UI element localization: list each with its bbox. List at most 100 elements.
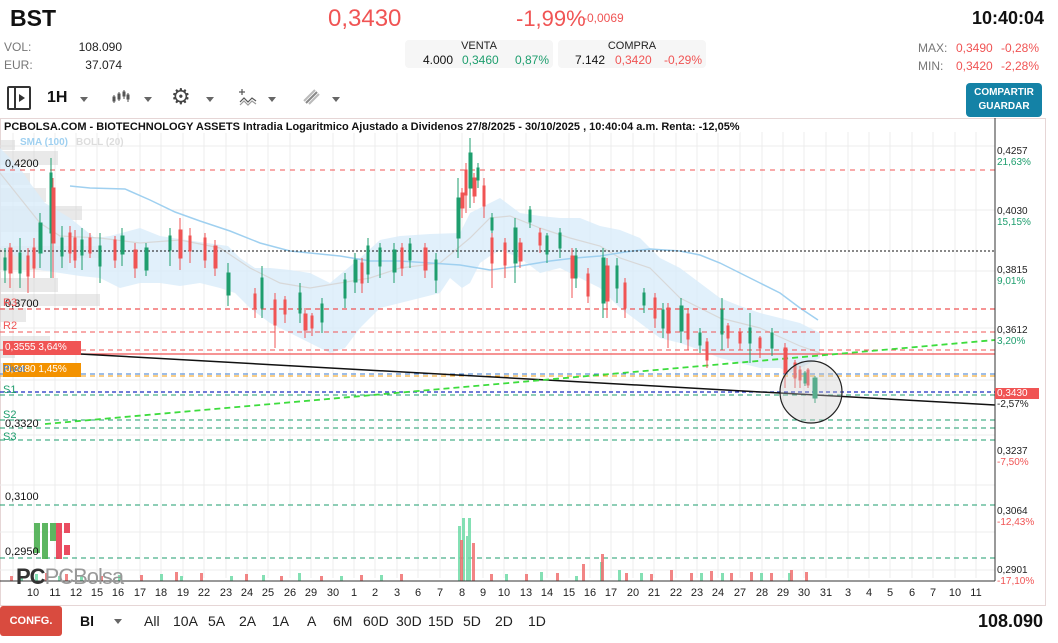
legend-boll[interactable]: BOLL (20) [76, 137, 124, 148]
x-label: 15 [90, 587, 104, 599]
s3-label: S3 [3, 431, 17, 443]
min-value: 0,3420 [956, 59, 993, 73]
chart-canvas[interactable] [0, 118, 1046, 606]
pcbolsa-logo [34, 523, 70, 559]
x-label: 2 [371, 587, 379, 599]
x-label: 11 [970, 587, 982, 599]
x-label: 3 [844, 587, 852, 599]
candles-icon[interactable] [112, 89, 130, 105]
x-label: 10 [948, 587, 962, 599]
range-60d[interactable]: 60D [363, 613, 389, 629]
x-label: 25 [261, 587, 275, 599]
range-10a[interactable]: 10A [173, 613, 198, 629]
x-label: 9 [479, 587, 487, 599]
x-label: 27 [733, 587, 747, 599]
x-label: 16 [583, 587, 597, 599]
chevron-down-icon[interactable] [206, 97, 214, 102]
range-all[interactable]: All [144, 613, 160, 629]
y-tick-0: 0,4257 21,63% [997, 146, 1031, 168]
range-2a[interactable]: 2A [239, 613, 257, 629]
chevron-down-icon[interactable] [332, 97, 340, 102]
pencil-icon[interactable] [302, 88, 322, 106]
interval-select[interactable]: 1H [47, 89, 68, 106]
x-label: 4 [865, 587, 873, 599]
s1-label: S1 [3, 384, 17, 396]
x-label: 21 [647, 587, 661, 599]
x-label: 18 [154, 587, 168, 599]
chevron-down-icon[interactable] [114, 619, 122, 624]
x-label: 10 [497, 587, 511, 599]
range-15d[interactable]: 15D [428, 613, 454, 629]
footer-volume: 108.090 [978, 611, 1044, 631]
range-5a[interactable]: 5A [208, 613, 226, 629]
x-label: 17 [604, 587, 618, 599]
config-button[interactable]: CONFG. [0, 606, 62, 636]
venta-box: VENTA 4.000 0,3460 0,87% [405, 40, 553, 68]
x-label: 24 [711, 587, 725, 599]
chevron-down-icon[interactable] [80, 97, 88, 102]
x-label: 15 [562, 587, 576, 599]
volume-bars [10, 518, 808, 581]
change-percent: -1,99% [516, 6, 586, 31]
range-5d[interactable]: 5D [463, 613, 481, 629]
candles [3, 138, 818, 403]
eur-label: EUR: [4, 58, 33, 72]
compra-label: COMPRA [607, 40, 657, 52]
bollinger-middle [0, 172, 821, 354]
sma-line [69, 185, 819, 321]
venta-label: VENTA [461, 40, 497, 52]
x-label: 12 [69, 587, 83, 599]
range-1a[interactable]: 1A [272, 613, 290, 629]
x-label: 19 [176, 587, 190, 599]
range-2d[interactable]: 2D [495, 613, 513, 629]
highlight-circle [779, 360, 843, 424]
chevron-down-icon[interactable] [268, 97, 276, 102]
price-label-3320: 0,3320 [5, 418, 39, 430]
range-1d[interactable]: 1D [528, 613, 546, 629]
horizontal-gridlines [0, 145, 995, 571]
legend-sma[interactable]: SMA (100) [20, 137, 68, 148]
gear-icon[interactable]: ⚙ [171, 84, 191, 109]
venta-price: 0,3460 [462, 53, 499, 67]
play-triangle-icon [19, 94, 25, 102]
price-label-4200: 0,4200 [5, 158, 39, 170]
max-pct: -0,28% [1001, 41, 1040, 55]
x-label: 26 [283, 587, 297, 599]
y-tick-5: 0,3237 -7,50% [997, 446, 1029, 468]
indicators-icon[interactable] [238, 88, 258, 106]
save-label[interactable]: GUARDAR [978, 101, 1030, 112]
x-label: 22 [669, 587, 683, 599]
current-pct: -2,57% [997, 399, 1029, 410]
share-label[interactable]: COMPARTIR [974, 87, 1034, 98]
range-30d[interactable]: 30D [396, 613, 422, 629]
pivot-label: Pivot [3, 364, 26, 375]
compra-box: COMPRA 7.142 0,3420 -0,29% [558, 40, 706, 68]
max-value: 0,3490 [956, 41, 993, 55]
y-tick-3: 0,3612 3,20% [997, 325, 1028, 347]
compra-price: 0,3420 [615, 53, 652, 67]
ticker-symbol: BST [10, 5, 56, 31]
trendline-up [44, 339, 996, 425]
range-a[interactable]: A [307, 613, 317, 629]
x-label: 22 [197, 587, 211, 599]
pivot-price-tag: 0,3480 1,45% [3, 363, 81, 377]
price-label-3100: 0,3100 [5, 491, 39, 503]
vol-label: VOL: [4, 40, 32, 54]
y-tick-7: 0,2901 -17,10% [997, 565, 1035, 587]
x-label: 16 [111, 587, 125, 599]
sidebar-toggle-button[interactable] [7, 86, 31, 110]
range-6m[interactable]: 6M [333, 613, 353, 629]
share-save-button[interactable]: COMPARTIR GUARDAR [966, 83, 1042, 117]
chevron-down-icon[interactable] [144, 97, 152, 102]
x-label: 24 [240, 587, 254, 599]
mode-select[interactable]: Bl [80, 613, 94, 629]
x-label: 30 [326, 587, 340, 599]
price-chart[interactable] [0, 118, 1046, 606]
eur-value: 37.074 [85, 58, 122, 72]
compra-qty: 7.142 [575, 53, 606, 67]
vol-value: 108.090 [78, 40, 122, 54]
x-label: 11 [49, 587, 61, 599]
x-label: 23 [690, 587, 704, 599]
x-label: 5 [886, 587, 894, 599]
current-price-tag: 0,3430 [995, 388, 1039, 399]
